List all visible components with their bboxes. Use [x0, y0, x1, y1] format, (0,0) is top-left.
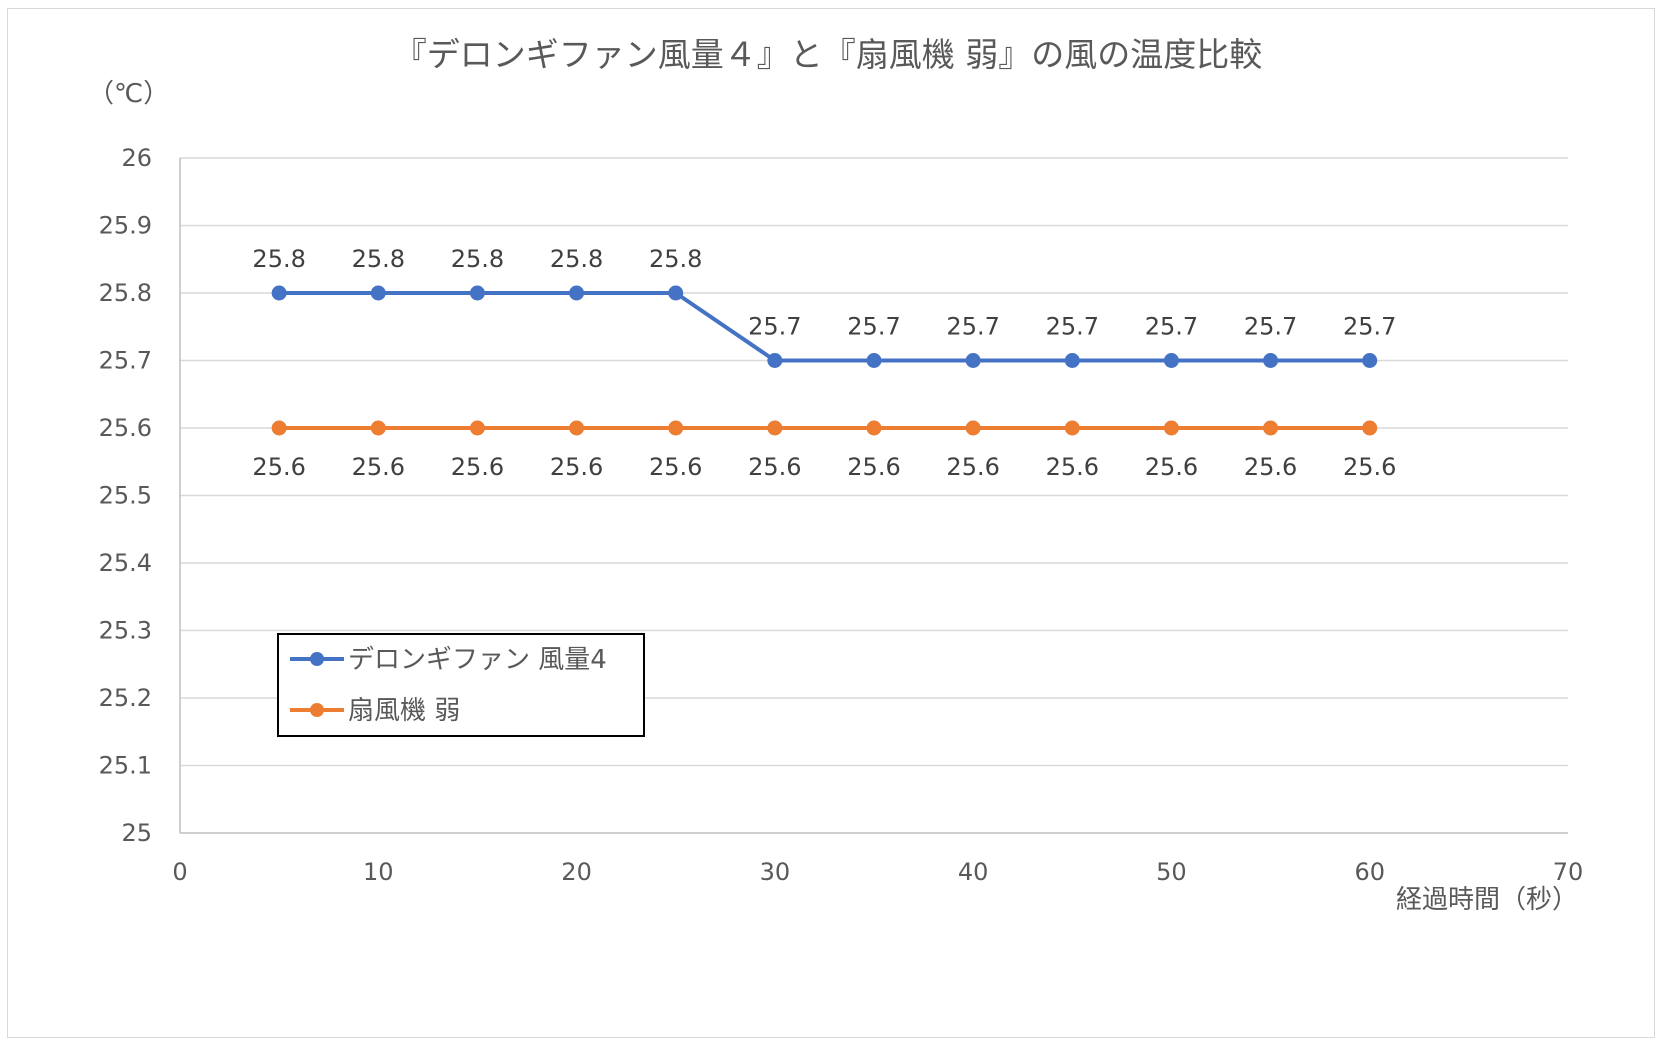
series-lines	[271, 285, 1378, 436]
x-tick-label: 60	[1354, 858, 1385, 886]
data-point	[469, 285, 485, 301]
y-tick-label: 25.9	[99, 212, 152, 240]
x-tick-label: 30	[760, 858, 791, 886]
data-point	[1064, 420, 1080, 436]
axes: 25 25.1 25.2 25.3 25.4 25.5 25.6 25.7 25.8 25.9 26…	[99, 144, 1584, 886]
data-point	[1163, 420, 1179, 436]
data-label: 25.6	[1244, 453, 1297, 481]
data-point	[370, 420, 386, 436]
legend-label: 扇風機 弱	[348, 696, 460, 726]
x-tick-label: 50	[1156, 858, 1187, 886]
y-tick-label: 25.5	[99, 482, 152, 510]
data-labels: 25.8 25.8 25.8 25.8 25.8 25.7 25.7 25.7 25.7 25.7…	[252, 245, 1396, 481]
data-point	[1064, 353, 1080, 368]
data-label: 25.7	[1244, 313, 1297, 341]
y-tick-label: 25.1	[99, 752, 152, 780]
data-point	[767, 353, 783, 368]
chart-title: 『デロンギファン風量４』と『扇風機 弱』の風の温度比較	[394, 35, 1263, 74]
data-label: 25.7	[1145, 313, 1198, 341]
y-tick-label: 25.7	[99, 347, 152, 375]
legend: デロンギファン 風量4 扇風機 弱	[277, 633, 645, 737]
data-label: 25.6	[1343, 453, 1396, 481]
data-point	[965, 420, 981, 436]
data-label: 25.6	[847, 453, 900, 481]
data-point	[469, 420, 485, 436]
data-label: 25.6	[451, 453, 504, 481]
x-tick-label: 40	[958, 858, 989, 886]
y-tick-label: 25.8	[99, 279, 152, 307]
data-label: 25.6	[1145, 453, 1198, 481]
data-label: 25.7	[946, 313, 999, 341]
data-point	[866, 420, 882, 436]
y-tick-label: 25.3	[99, 617, 152, 645]
data-point	[271, 285, 287, 301]
data-label: 25.6	[352, 453, 405, 481]
data-label: 25.6	[649, 453, 702, 481]
y-axis-unit-label: （℃）	[88, 79, 169, 109]
data-label: 25.7	[748, 313, 801, 341]
data-point	[1263, 420, 1279, 436]
data-point	[1362, 353, 1378, 368]
data-point	[569, 285, 585, 301]
data-label: 25.6	[946, 453, 999, 481]
y-tick-label: 25.4	[99, 549, 152, 577]
data-point	[866, 353, 882, 368]
data-label: 25.7	[1343, 313, 1396, 341]
data-label: 25.8	[649, 245, 702, 273]
data-label: 25.6	[1046, 453, 1099, 481]
data-label: 25.8	[352, 245, 405, 273]
y-tick-label: 25.6	[99, 414, 152, 442]
legend-marker	[310, 703, 324, 717]
data-label: 25.7	[847, 313, 900, 341]
data-point	[1362, 420, 1378, 436]
chart-area	[7, 8, 1655, 1038]
data-label: 25.7	[1046, 313, 1099, 341]
series-line-1	[279, 291, 1370, 363]
y-tick-label: 26	[121, 144, 152, 172]
x-tick-label: 10	[363, 858, 394, 886]
x-tick-label: 0	[172, 858, 187, 886]
data-point	[1263, 353, 1279, 368]
data-point	[668, 285, 684, 301]
data-point	[1163, 353, 1179, 368]
data-point	[569, 420, 585, 436]
data-point	[370, 285, 386, 301]
data-point	[271, 420, 287, 436]
x-axis-title: 経過時間（秒）	[1396, 885, 1578, 915]
data-label: 25.8	[451, 245, 504, 273]
data-point	[965, 353, 981, 368]
x-tick-label: 20	[561, 858, 592, 886]
data-label: 25.8	[252, 245, 305, 273]
data-label: 25.6	[252, 453, 305, 481]
x-tick-label: 70	[1553, 858, 1584, 886]
data-label: 25.6	[748, 453, 801, 481]
y-tick-label: 25	[121, 819, 152, 847]
legend-label: デロンギファン 風量4	[348, 645, 607, 675]
data-label: 25.8	[550, 245, 603, 273]
data-label: 25.6	[550, 453, 603, 481]
data-point	[668, 420, 684, 436]
legend-marker	[310, 652, 324, 666]
data-point	[767, 420, 783, 436]
legend-box	[277, 633, 645, 737]
y-tick-label: 25.2	[99, 684, 152, 712]
